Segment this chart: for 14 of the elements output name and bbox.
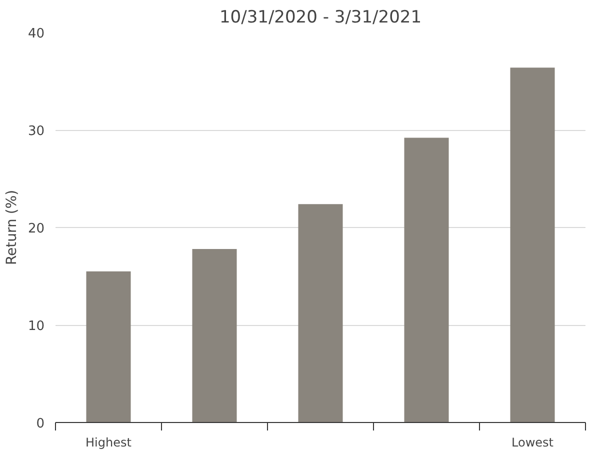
bar <box>510 68 555 422</box>
bar <box>86 271 131 422</box>
x-tick-label: Highest <box>86 436 132 450</box>
y-tick-label: 30 <box>28 124 45 139</box>
y-tick-label: 10 <box>28 319 45 334</box>
y-axis-title: Return (%) <box>4 190 20 266</box>
y-tick-label: 20 <box>28 222 45 236</box>
y-tick-label: 0 <box>36 416 45 432</box>
bar <box>192 248 237 422</box>
chart-title: 10/31/2020 - 3/31/2021 <box>219 8 422 28</box>
x-tick-label: Lowest <box>512 436 554 450</box>
bar <box>404 138 449 422</box>
y-tick-label: 40 <box>28 26 45 42</box>
bar <box>298 204 343 422</box>
